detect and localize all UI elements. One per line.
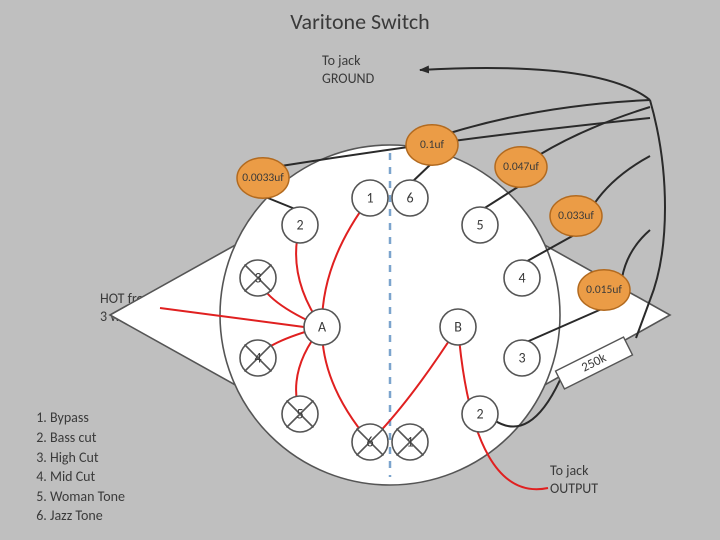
node-L3: 3 (240, 260, 276, 296)
node-label-L1: 1 (366, 190, 373, 207)
node-label-L4: 4 (254, 350, 261, 367)
node-R4: 4 (504, 260, 540, 296)
capacitor-label-C15: 0.015uf (586, 283, 622, 297)
capacitor-label-C33: 0.0033uf (242, 171, 284, 185)
node-label-L6: 6 (366, 434, 373, 451)
node-R6: 6 (392, 180, 428, 216)
node-R2: 2 (462, 396, 498, 432)
wire-ground-arrow (420, 68, 650, 100)
capacitor-label-C47: 0.047uf (503, 160, 539, 174)
diagram-canvas: 0.0033uf0.1uf0.047uf0.033uf0.015uf250k12… (0, 0, 720, 540)
node-label-R4: 4 (518, 270, 525, 287)
node-L5: 5 (282, 396, 318, 432)
node-label-RB: B (454, 319, 462, 336)
capacitor-label-C033: 0.033uf (558, 209, 594, 223)
node-label-R1: 1 (406, 434, 413, 451)
wire-ground-bus (650, 100, 665, 300)
node-label-L2: 2 (296, 217, 303, 234)
wire-C15-to-ground (622, 230, 650, 278)
node-L2: 2 (282, 207, 318, 243)
node-label-R5: 5 (476, 217, 483, 234)
node-label-L5: 5 (296, 406, 303, 423)
node-L6: 6 (352, 424, 388, 460)
node-label-R3: 3 (518, 350, 525, 367)
node-R1: 1 (392, 424, 428, 460)
node-L4: 4 (240, 340, 276, 376)
wire-C033-to-ground (594, 156, 650, 204)
node-L1: 1 (352, 180, 388, 216)
node-R3: 3 (504, 340, 540, 376)
node-label-L3: 3 (254, 270, 261, 287)
wire-C47-to-ground (539, 107, 650, 155)
node-R5: 5 (462, 207, 498, 243)
node-RB: B (440, 309, 476, 345)
capacitor-label-C100: 0.1uf (420, 138, 445, 152)
node-label-R6: 6 (406, 190, 413, 207)
node-label-R2: 2 (476, 406, 483, 423)
node-LA: A (304, 309, 340, 345)
node-label-LA: A (318, 319, 327, 336)
